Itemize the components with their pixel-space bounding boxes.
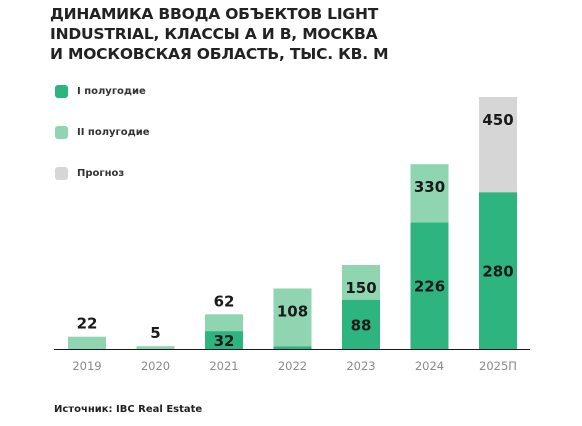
bar-2021-series-0 bbox=[205, 331, 243, 349]
legend-item-second-half: II полугодие bbox=[55, 126, 150, 139]
legend-swatch-first-half bbox=[55, 85, 68, 98]
data-label-2021-above: 62 bbox=[214, 292, 235, 310]
data-label-2024-inside-top: 330 bbox=[414, 178, 445, 196]
legend-swatch-second-half bbox=[55, 126, 68, 139]
x-tick-label-2023: 2023 bbox=[346, 359, 375, 373]
bar-2023-series-0 bbox=[342, 299, 380, 349]
bar-2020-series-1 bbox=[136, 346, 175, 349]
bar-2024-series-1 bbox=[410, 164, 449, 223]
bar-2022-series-1 bbox=[273, 288, 312, 347]
bar-2024-series-0 bbox=[410, 222, 449, 349]
x-tick-label-2022: 2022 bbox=[278, 359, 307, 373]
x-tick-label-2021: 2021 bbox=[209, 359, 238, 373]
x-tick-label-2025п: 2025П bbox=[479, 359, 517, 373]
bar-2025п-series-2 bbox=[479, 97, 517, 193]
data-label-2023-inside-top: 150 bbox=[345, 279, 376, 297]
chart-title-line-3: И МОСКОВСКАЯ ОБЛАСТЬ, ТЫС. КВ. М bbox=[50, 45, 389, 63]
legend-item-first-half: I полугодие bbox=[55, 85, 146, 98]
source-note: Источник: IBC Real Estate bbox=[54, 404, 203, 415]
data-label-2022-inside-top: 108 bbox=[277, 303, 308, 321]
bar-2023-series-1 bbox=[342, 265, 380, 300]
data-label-2019-above: 22 bbox=[77, 315, 98, 333]
chart-title: ДИНАМИКА ВВОДА ОБЪЕКТОВ LIGHT INDUSTRIAL… bbox=[50, 4, 550, 64]
legend-label-second-half: II полугодие bbox=[77, 127, 150, 138]
legend-swatch-forecast bbox=[55, 167, 68, 180]
chart-title-line-1: ДИНАМИКА ВВОДА ОБЪЕКТОВ LIGHT bbox=[50, 5, 379, 23]
bar-2025п-series-0 bbox=[479, 192, 517, 349]
data-label-2021-inside-bottom: 32 bbox=[214, 332, 235, 350]
data-label-2025п-inside-bottom: 280 bbox=[482, 263, 513, 281]
bar-2022-series-0 bbox=[273, 346, 312, 349]
chart-title-line-2: INDUSTRIAL, КЛАССЫ А И В, МОСКВА bbox=[50, 25, 378, 43]
x-tick-label-2019: 2019 bbox=[72, 359, 101, 373]
bar-2021-series-1 bbox=[205, 314, 243, 332]
data-label-2025п-inside-top: 450 bbox=[482, 111, 513, 129]
legend-label-forecast: Прогноз bbox=[77, 168, 125, 179]
legend-item-forecast: Прогноз bbox=[55, 167, 124, 180]
data-label-2020-above: 5 bbox=[150, 324, 160, 342]
bar-2019-series-1 bbox=[68, 336, 106, 349]
x-tick-label-2020: 2020 bbox=[141, 359, 170, 373]
x-tick-label-2024: 2024 bbox=[415, 359, 444, 373]
data-label-2023-inside-bottom: 88 bbox=[351, 316, 372, 334]
data-label-2024-inside-bottom: 226 bbox=[414, 278, 445, 296]
legend-label-first-half: I полугодие bbox=[77, 86, 146, 97]
